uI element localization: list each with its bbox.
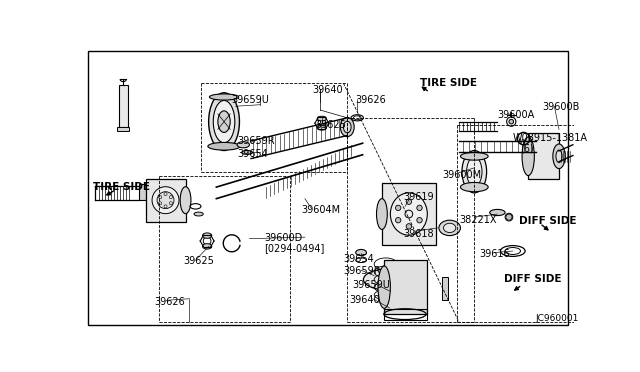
Ellipse shape <box>202 233 212 238</box>
Text: TIRE SIDE: TIRE SIDE <box>93 182 150 192</box>
Bar <box>382 183 436 245</box>
Text: W: W <box>518 139 525 145</box>
Ellipse shape <box>553 144 565 169</box>
Ellipse shape <box>208 142 240 150</box>
Text: 39654: 39654 <box>237 150 268 159</box>
Ellipse shape <box>460 183 488 192</box>
Ellipse shape <box>209 93 239 151</box>
Ellipse shape <box>356 250 367 256</box>
Bar <box>442 277 448 300</box>
Ellipse shape <box>344 121 351 133</box>
Bar <box>140 184 145 200</box>
Ellipse shape <box>157 192 174 209</box>
Text: 39659U: 39659U <box>232 95 269 105</box>
Ellipse shape <box>490 209 505 216</box>
Ellipse shape <box>460 153 488 160</box>
Text: 39659R: 39659R <box>344 266 381 276</box>
Ellipse shape <box>390 193 428 235</box>
Text: 39659U: 39659U <box>353 280 390 290</box>
Ellipse shape <box>417 218 422 223</box>
Text: TIRE SIDE: TIRE SIDE <box>420 78 477 88</box>
Ellipse shape <box>202 244 212 249</box>
Ellipse shape <box>556 150 562 163</box>
Circle shape <box>509 119 513 124</box>
Ellipse shape <box>242 151 253 154</box>
Circle shape <box>506 214 512 220</box>
Text: 39626: 39626 <box>155 297 186 307</box>
Text: 38221X: 38221X <box>459 215 497 225</box>
Ellipse shape <box>396 218 401 223</box>
Ellipse shape <box>376 199 387 230</box>
Text: 39619: 39619 <box>403 192 434 202</box>
Ellipse shape <box>152 187 179 214</box>
Text: DIFF SIDE: DIFF SIDE <box>519 216 577 225</box>
Ellipse shape <box>237 142 250 148</box>
Ellipse shape <box>180 187 191 214</box>
Text: 39640: 39640 <box>349 295 380 305</box>
Text: 39640: 39640 <box>312 85 343 95</box>
Ellipse shape <box>462 151 486 193</box>
Ellipse shape <box>417 205 422 211</box>
Text: W08915-1381A: W08915-1381A <box>513 133 588 143</box>
Bar <box>145 179 186 222</box>
Text: 39600M: 39600M <box>442 170 481 180</box>
Ellipse shape <box>467 157 482 186</box>
Ellipse shape <box>444 223 456 232</box>
Text: 39604M: 39604M <box>301 205 340 215</box>
Ellipse shape <box>317 116 326 121</box>
Ellipse shape <box>406 224 412 229</box>
Bar <box>384 309 427 320</box>
Text: 39600B: 39600B <box>542 102 579 112</box>
Bar <box>384 260 427 314</box>
Bar <box>118 85 128 127</box>
Text: 39626: 39626 <box>355 95 386 105</box>
Bar <box>528 133 559 179</box>
Ellipse shape <box>213 100 235 143</box>
Text: 39618: 39618 <box>403 230 434 240</box>
Text: (6): (6) <box>520 143 534 153</box>
Ellipse shape <box>364 269 416 290</box>
Text: 39600D: 39600D <box>264 233 302 243</box>
Ellipse shape <box>218 111 230 132</box>
Ellipse shape <box>378 266 390 308</box>
Ellipse shape <box>406 199 412 205</box>
Text: 39600A: 39600A <box>497 110 534 120</box>
Ellipse shape <box>209 94 239 100</box>
Text: 39654: 39654 <box>344 254 374 264</box>
Ellipse shape <box>439 220 460 235</box>
Bar <box>117 127 129 131</box>
Ellipse shape <box>317 125 326 130</box>
Text: [0294-0494]: [0294-0494] <box>264 243 324 253</box>
Ellipse shape <box>340 118 354 137</box>
Text: 39659R: 39659R <box>237 135 275 145</box>
Text: 39625: 39625 <box>315 120 346 130</box>
Text: JC960001: JC960001 <box>536 314 579 323</box>
Text: 39616: 39616 <box>479 249 509 259</box>
Ellipse shape <box>522 137 534 176</box>
Ellipse shape <box>194 212 204 216</box>
Text: DIFF SIDE: DIFF SIDE <box>504 274 561 284</box>
Ellipse shape <box>396 205 401 211</box>
Text: 39625: 39625 <box>183 256 214 266</box>
